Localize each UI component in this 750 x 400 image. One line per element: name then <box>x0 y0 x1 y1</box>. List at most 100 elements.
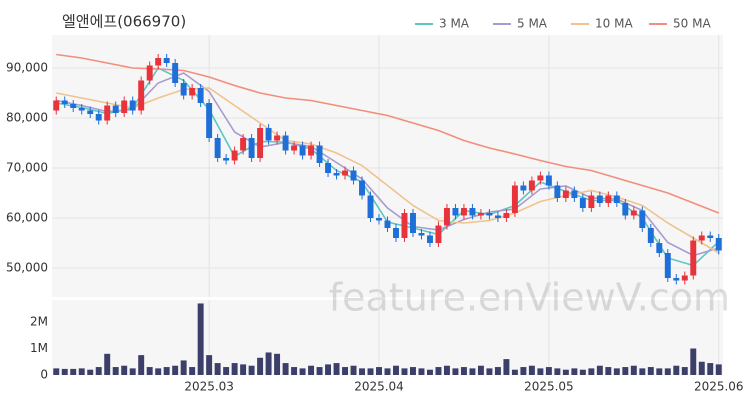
volume-bar <box>673 365 680 375</box>
volume-bar <box>95 367 102 375</box>
volume-bar <box>299 368 306 375</box>
volume-bar <box>664 368 671 375</box>
candle-body <box>359 180 365 196</box>
volume-bar <box>206 355 213 375</box>
y-tick-label: 80,000 <box>6 111 48 125</box>
candle-body <box>639 210 646 228</box>
candle-body <box>265 128 272 141</box>
candle-body <box>112 105 119 113</box>
candle-body <box>61 100 68 104</box>
volume-bar <box>367 368 374 375</box>
volume-panel <box>52 300 723 375</box>
volume-bar <box>121 365 128 375</box>
candle-body <box>401 213 408 238</box>
candle-body <box>477 213 484 216</box>
candle-body <box>571 190 578 198</box>
volume-bar <box>87 369 94 375</box>
candle-body <box>494 215 501 218</box>
volume-tick-label: 2M <box>30 314 48 328</box>
volume-bar <box>579 369 586 375</box>
volume-bar <box>274 353 281 375</box>
candle-body <box>163 58 170 63</box>
candle-body <box>503 213 510 218</box>
volume-bar <box>61 368 68 375</box>
watermark: feature.enViewV.com <box>329 276 730 320</box>
volume-bar <box>537 368 544 375</box>
volume-bar <box>248 365 255 375</box>
volume-bar <box>554 368 561 375</box>
volume-bar <box>418 368 425 375</box>
volume-bar <box>588 368 595 375</box>
ma-line <box>56 53 720 214</box>
volume-bar <box>78 368 85 375</box>
volume-bar <box>325 364 332 375</box>
candle-body <box>673 278 680 281</box>
volume-bar <box>223 367 230 375</box>
x-tick-label: 2025.06 <box>694 380 744 394</box>
candle-body <box>299 145 306 156</box>
candle-body <box>214 138 221 158</box>
candle-body <box>308 145 315 156</box>
candle-body <box>87 110 94 114</box>
candle-body <box>511 185 518 213</box>
candle-body <box>443 208 450 226</box>
candle-body <box>189 88 196 96</box>
y-tick-label: 70,000 <box>6 161 48 175</box>
volume-bar <box>155 368 162 375</box>
y-tick-label: 50,000 <box>6 261 48 275</box>
volume-bar <box>460 367 467 375</box>
legend-label: 10 MA <box>595 17 633 31</box>
volume-tick-label: 0 <box>40 368 48 382</box>
candle-body <box>53 100 60 111</box>
candle-body <box>257 128 264 158</box>
y-tick-label: 60,000 <box>6 211 48 225</box>
candle-body <box>316 145 323 163</box>
volume-bar <box>452 368 459 375</box>
volume-bar <box>172 365 179 375</box>
candle-body <box>138 80 145 111</box>
volume-bar <box>112 367 119 375</box>
volume-bar <box>231 363 238 375</box>
candle-body <box>622 203 629 216</box>
legend-label: 50 MA <box>673 17 711 31</box>
volume-bar <box>503 359 510 375</box>
candle-body <box>681 275 688 281</box>
candle-body <box>70 104 77 108</box>
candle-body <box>129 100 136 111</box>
candle-body <box>240 138 247 151</box>
candle-body <box>350 170 357 181</box>
volume-bar <box>53 368 60 375</box>
candle-body <box>460 208 467 216</box>
candle-body <box>537 175 544 181</box>
candle-body <box>630 210 637 216</box>
volume-bar <box>197 303 204 375</box>
candle-body <box>384 220 391 228</box>
candle-body <box>180 83 187 96</box>
volume-bar <box>384 368 391 375</box>
volume-bar <box>138 355 145 375</box>
candle-body <box>367 195 374 218</box>
volume-bar <box>435 367 442 375</box>
y-tick-label: 90,000 <box>6 61 48 75</box>
volume-bar <box>350 365 357 375</box>
volume-bar <box>443 365 450 375</box>
volume-bar <box>477 365 484 375</box>
volume-bar <box>545 367 552 375</box>
volume-bar <box>129 368 136 375</box>
volume-bar <box>656 368 663 375</box>
volume-bar <box>562 369 569 375</box>
volume-bar <box>180 360 187 375</box>
volume-bar <box>613 368 620 375</box>
candle-body <box>78 108 85 111</box>
volume-bar <box>528 365 535 375</box>
volume-bar <box>401 368 408 375</box>
volume-bar <box>410 367 416 375</box>
candle-body <box>588 195 595 208</box>
volume-bar <box>308 365 315 375</box>
volume-bar <box>70 368 77 375</box>
candle-body <box>435 225 442 243</box>
candle-body <box>613 195 620 203</box>
candle-body <box>172 63 179 83</box>
x-tick-label: 2025.03 <box>184 380 234 394</box>
candle-body <box>520 185 527 191</box>
